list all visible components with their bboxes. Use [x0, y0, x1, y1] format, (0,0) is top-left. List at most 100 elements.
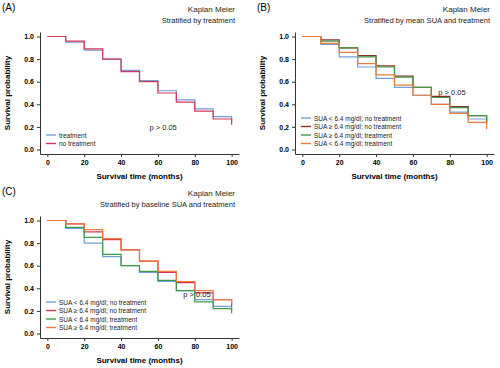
tick-mark: [37, 149, 40, 150]
x-tick: 20: [336, 154, 344, 166]
legend-swatch: [301, 126, 311, 127]
tick-mark: [37, 333, 40, 334]
tick-label: 60: [155, 159, 163, 166]
axis-line: [41, 154, 240, 155]
panel-label: (B): [257, 2, 270, 13]
axis-line: [295, 33, 296, 155]
x-tick: 80: [191, 338, 199, 350]
legend-label: SUA ≥ 6.4 mg/dl; no treatment: [59, 307, 146, 315]
tick-mark: [376, 154, 377, 157]
subtitle: Stratified by baseline SUA and treatment: [100, 200, 236, 209]
figure: 0 20 40 60 80 100 0.0 0.2 0.4 0.6 0.8 1.0 p > 0.05 tr…: [0, 0, 500, 368]
tick-label: 40: [373, 159, 381, 166]
tick-label: 1.0: [279, 33, 289, 40]
tick-label: 100: [226, 343, 238, 350]
legend-swatch: [46, 143, 56, 144]
tick-mark: [292, 37, 295, 38]
tick-mark: [339, 154, 340, 157]
panel: 0204060801000.00.20.40.60.81.0p > 0.05SU…: [257, 2, 495, 181]
y-tick: 0.2: [279, 124, 295, 131]
x-tick: 60: [410, 154, 418, 166]
tick-mark: [84, 338, 85, 341]
legend-label: treatment: [59, 132, 87, 139]
title: Kaplan Meier: [188, 189, 235, 198]
y-tick: 0.4: [24, 285, 40, 292]
y-tick: 0.4: [279, 101, 295, 108]
x-tick: 0: [46, 154, 50, 166]
legend-item: no treatment: [46, 140, 96, 147]
x-axis: 0 20 40 60 80 100: [296, 154, 495, 166]
tick-mark: [47, 154, 48, 157]
legend-item: SUA ≥ 6.4 mg/dl; no treatment: [46, 307, 146, 315]
tick-label: 20: [336, 159, 344, 166]
plot-area: 0204060801000.00.20.40.60.81.0p > 0.05SU…: [279, 33, 494, 166]
tick-mark: [195, 154, 196, 157]
panel-label: (C): [2, 186, 16, 197]
survival-curve: [47, 221, 231, 307]
x-axis: 0 20 40 60 80 100: [41, 154, 240, 166]
tick-label: 80: [446, 159, 454, 166]
survival-curve: [302, 37, 486, 130]
panel: 0204060801000.00.20.40.60.81.0p > 0.05SU…: [2, 186, 240, 365]
tick-label: 0.8: [279, 56, 289, 63]
y-axis-title: Survival probability: [258, 55, 267, 130]
tick-label: 0.0: [279, 146, 289, 153]
legend-item: SUA ≥ 6.4 mg/dl; treatment: [301, 132, 392, 140]
tick-mark: [413, 154, 414, 157]
legend-label: SUA < 6.4 mg/dl; no treatment: [314, 115, 401, 123]
axis-line: [296, 154, 495, 155]
tick-mark: [37, 59, 40, 60]
tick-label: 60: [155, 343, 163, 350]
survival-curve: [47, 221, 231, 314]
legend: treatmentno treatment: [46, 132, 96, 148]
tick-mark: [232, 338, 233, 341]
tick-mark: [84, 154, 85, 157]
x-tick: 40: [373, 154, 381, 166]
x-tick: 80: [446, 154, 454, 166]
y-axis-title: Survival probability: [3, 55, 12, 130]
annotation: p > 0.05: [149, 123, 176, 132]
tick-mark: [450, 154, 451, 157]
legend-label: SUA < 6.4 mg/dl; no treatment: [59, 299, 146, 307]
tick-label: 100: [481, 159, 493, 166]
x-tick: 100: [226, 154, 238, 166]
tick-label: 80: [191, 159, 199, 166]
tick-label: 0.0: [24, 330, 34, 337]
y-tick: 0.6: [24, 262, 40, 269]
survival-curve: [47, 221, 231, 305]
legend-swatch: [301, 143, 311, 144]
tick-label: 0.2: [24, 308, 34, 315]
legend-swatch: [301, 117, 311, 118]
tick-mark: [37, 266, 40, 267]
tick-label: 20: [81, 159, 89, 166]
legend-item: treatment: [46, 132, 87, 139]
y-axis: 0.00.20.40.60.81.0: [279, 33, 295, 155]
tick-label: 0.4: [279, 101, 289, 108]
legend-label: SUA < 6.4 mg/dl; treatment: [59, 316, 137, 324]
tick-mark: [292, 104, 295, 105]
tick-label: 80: [191, 343, 199, 350]
plot-area: 0204060801000.00.20.40.60.81.0p > 0.05tr…: [24, 33, 239, 166]
legend-item: SUA < 6.4 mg/dl; treatment: [46, 316, 137, 324]
annotation: p > 0.05: [183, 290, 210, 299]
tick-mark: [158, 154, 159, 157]
tick-mark: [158, 338, 159, 341]
y-tick: 0.2: [24, 308, 40, 315]
x-tick: 0: [46, 338, 50, 350]
subtitle: Stratified by mean SUA and treatment: [364, 16, 491, 25]
tick-mark: [37, 127, 40, 128]
tick-label: 0.2: [24, 124, 34, 131]
x-tick: 40: [118, 154, 126, 166]
tick-label: 0: [46, 159, 50, 166]
x-axis: 020406080100: [41, 338, 240, 350]
tick-mark: [37, 104, 40, 105]
y-tick: 0.2: [24, 124, 40, 131]
panel-label: (A): [2, 2, 15, 13]
tick-label: 0: [301, 159, 305, 166]
x-tick: 20: [81, 338, 89, 350]
tick-mark: [195, 338, 196, 341]
tick-mark: [37, 221, 40, 222]
y-tick: 0.0: [279, 146, 295, 153]
axis-line: [40, 217, 41, 339]
legend-swatch: [46, 318, 56, 319]
